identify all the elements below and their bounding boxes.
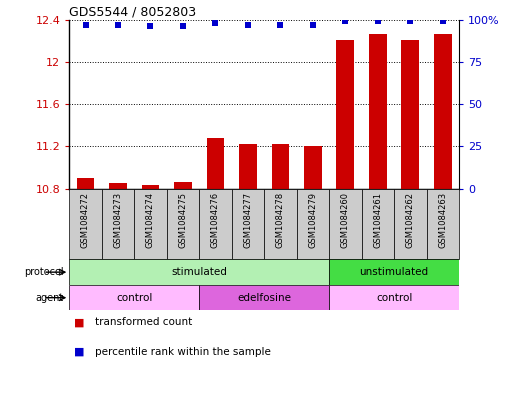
- Bar: [402, 40, 419, 189]
- Text: stimulated: stimulated: [171, 267, 227, 277]
- Bar: [207, 138, 224, 189]
- Text: GSM1084262: GSM1084262: [406, 192, 415, 248]
- Text: control: control: [376, 293, 412, 303]
- Bar: [394, 189, 427, 259]
- Point: [341, 18, 349, 24]
- Text: transformed count: transformed count: [95, 317, 192, 327]
- Bar: [337, 40, 354, 189]
- Bar: [264, 189, 297, 259]
- Point: [309, 22, 317, 28]
- Point: [439, 18, 447, 24]
- Point: [211, 20, 220, 26]
- Text: agent: agent: [36, 293, 64, 303]
- Point: [277, 22, 285, 28]
- Point: [146, 23, 154, 29]
- Text: GSM1084260: GSM1084260: [341, 192, 350, 248]
- Point: [179, 23, 187, 29]
- Bar: [434, 35, 452, 189]
- Text: GDS5544 / 8052803: GDS5544 / 8052803: [69, 6, 196, 18]
- Bar: [304, 147, 322, 189]
- Text: GSM1084278: GSM1084278: [276, 192, 285, 248]
- Text: GSM1084263: GSM1084263: [439, 192, 447, 248]
- Text: protocol: protocol: [25, 267, 64, 277]
- Bar: [297, 189, 329, 259]
- Bar: [329, 189, 362, 259]
- Point: [82, 22, 90, 28]
- Text: GSM1084274: GSM1084274: [146, 192, 155, 248]
- Bar: [329, 259, 459, 285]
- Bar: [167, 189, 199, 259]
- Bar: [69, 259, 329, 285]
- Bar: [174, 182, 192, 189]
- Bar: [134, 189, 167, 259]
- Text: GSM1084279: GSM1084279: [308, 192, 318, 248]
- Text: GSM1084272: GSM1084272: [81, 192, 90, 248]
- Bar: [329, 285, 459, 310]
- Point: [114, 22, 122, 28]
- Bar: [142, 185, 160, 189]
- Bar: [239, 144, 257, 189]
- Bar: [199, 285, 329, 310]
- Bar: [102, 189, 134, 259]
- Text: edelfosine: edelfosine: [237, 293, 291, 303]
- Point: [244, 22, 252, 28]
- Text: percentile rank within the sample: percentile rank within the sample: [95, 347, 271, 357]
- Bar: [69, 189, 102, 259]
- Bar: [271, 144, 289, 189]
- Bar: [232, 189, 264, 259]
- Bar: [69, 285, 199, 310]
- Text: ■: ■: [74, 317, 85, 327]
- Bar: [427, 189, 459, 259]
- Bar: [362, 189, 394, 259]
- Bar: [369, 35, 387, 189]
- Text: GSM1084277: GSM1084277: [244, 192, 252, 248]
- Bar: [199, 189, 232, 259]
- Text: unstimulated: unstimulated: [360, 267, 429, 277]
- Point: [374, 18, 382, 24]
- Text: ■: ■: [74, 347, 85, 357]
- Text: control: control: [116, 293, 152, 303]
- Text: GSM1084275: GSM1084275: [179, 192, 187, 248]
- Bar: [76, 178, 94, 189]
- Text: GSM1084276: GSM1084276: [211, 192, 220, 248]
- Point: [406, 18, 415, 24]
- Text: GSM1084261: GSM1084261: [373, 192, 382, 248]
- Text: GSM1084273: GSM1084273: [113, 192, 123, 248]
- Bar: [109, 184, 127, 189]
